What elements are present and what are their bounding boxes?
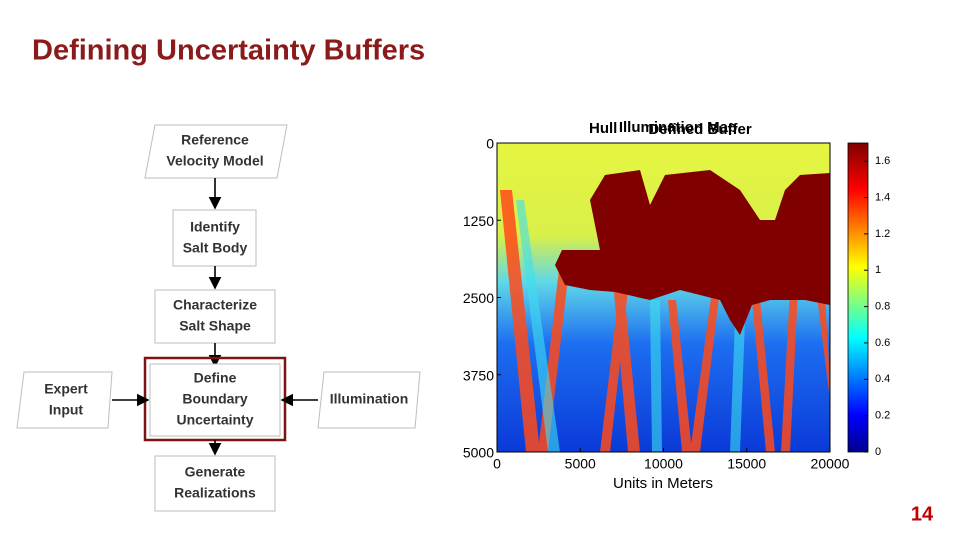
figure-title: Illumination Map [619,119,737,136]
x-tick-label: 5000 [565,456,596,472]
node-label: Realizations [174,485,256,501]
colorbar-tick-label: 1 [875,264,881,276]
node-label: Salt Body [183,240,248,256]
y-tick-label: 1250 [463,213,494,229]
node-label: Input [49,402,84,418]
page-number: 14 [911,503,934,525]
x-tick-label: 20000 [811,456,850,472]
node-label: Characterize [173,297,257,313]
node-shape [16,371,113,429]
colorbar-tick-label: 1.2 [875,228,890,240]
colorbar-tick-label: 0.6 [875,337,890,349]
node-label: Generate [185,464,246,480]
node-label: Uncertainty [176,412,253,428]
y-tick-label: 3750 [463,367,494,383]
node-label: Reference [181,132,249,148]
node-shape [154,455,276,512]
salt-body [555,170,830,335]
y-tick-label: 5000 [463,445,494,461]
heatmap-image [497,143,830,452]
node-label: Boundary [182,391,248,407]
colorbar-tick-label: 0.2 [875,410,890,422]
figure: Hull Illumination Map Defined Buffer [463,119,890,492]
node-label: Expert [44,381,88,397]
node-label: Identify [190,219,240,235]
colorbar [847,142,869,453]
node-label: Illumination [330,391,409,407]
colorbar-tick-label: 1.4 [875,191,890,203]
node-shape [172,209,257,267]
node-label: Velocity Model [166,153,263,169]
node-shape [154,289,276,344]
node-shape [144,124,288,179]
x-tick-label: 15000 [727,456,766,472]
node-shape [317,371,421,429]
y-tick-label: 0 [486,136,494,152]
colorbar-tick-label: 0 [875,446,881,458]
x-tick-label: 0 [493,456,501,472]
x-axis-label: Units in Meters [613,475,713,492]
x-tick-label: 10000 [644,456,683,472]
slide-title: Defining Uncertainty Buffers [32,35,425,67]
node-label: Define [194,370,237,386]
figure-title: Hull [589,120,617,137]
node-label: Salt Shape [179,318,251,334]
colorbar-tick-label: 0.8 [875,300,890,312]
figure-title: Defined Buffer [648,121,752,138]
y-tick-label: 2500 [463,290,494,306]
colorbar-tick-label: 0.4 [875,373,890,385]
node-shape [149,363,281,437]
flowchart: Reference Velocity Model Identify Salt B… [16,124,421,512]
colorbar-tick-label: 1.6 [875,155,890,167]
